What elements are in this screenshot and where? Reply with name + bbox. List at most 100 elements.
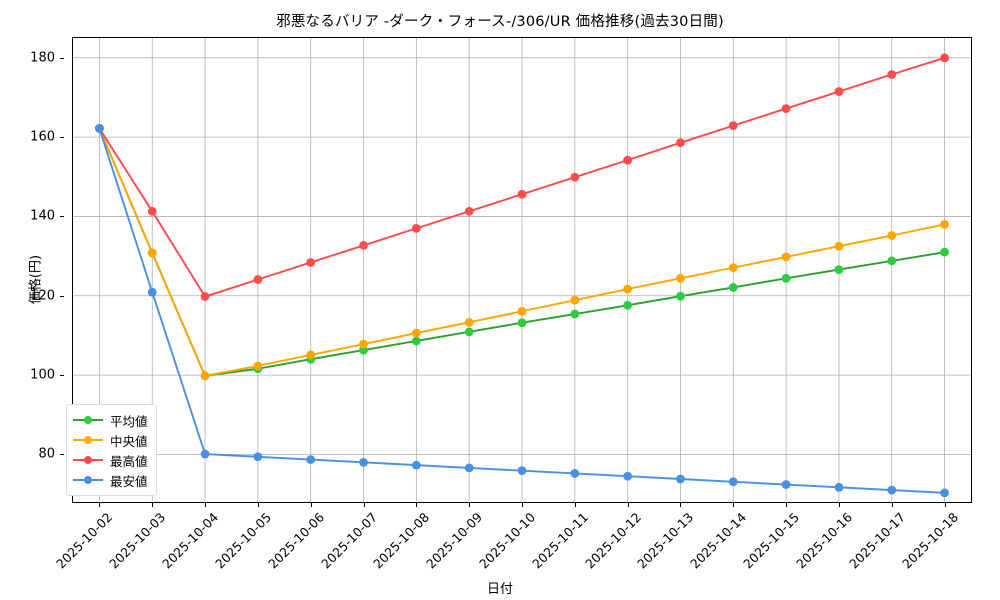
data-point (517, 189, 527, 199)
data-point (306, 258, 316, 267)
data-point (887, 231, 897, 240)
data-point (570, 172, 580, 182)
x-tick-mark (310, 503, 312, 507)
data-point (676, 474, 685, 484)
data-point (728, 283, 738, 292)
data-point (517, 318, 527, 328)
y-tick-mark (60, 454, 64, 456)
data-point (834, 241, 844, 251)
x-axis-label: 日付 (486, 582, 513, 597)
data-point (570, 295, 580, 305)
data-point (359, 457, 368, 467)
data-point (623, 471, 633, 481)
x-tick-label: 2025-10-03 (106, 509, 169, 572)
x-tick-mark (944, 503, 946, 507)
x-tick-mark (363, 503, 365, 507)
data-point (200, 371, 210, 381)
legend-swatch-icon (73, 413, 103, 427)
data-point (781, 252, 791, 262)
y-tick-mark (60, 295, 64, 297)
x-axis: 2025-10-02 2025-10-03 2025-10-04 2025-10-05… (54, 503, 972, 572)
data-point (253, 275, 263, 284)
x-tick-label: 2025-10-14 (687, 509, 750, 572)
data-point (253, 452, 263, 462)
data-point (623, 155, 633, 165)
data-point (147, 248, 157, 258)
data-point (464, 317, 474, 327)
x-tick-mark (522, 503, 523, 507)
legend-swatch-icon (73, 473, 103, 487)
x-tick-mark (891, 503, 893, 507)
data-point (676, 273, 685, 283)
x-tick-mark (627, 503, 629, 507)
x-tick-mark (152, 503, 154, 507)
y-tick-label: 80 (38, 446, 55, 462)
x-tick-label: 2025-10-04 (159, 509, 222, 572)
y-axis: 80 100 120 140 160 180 (0, 37, 64, 503)
data-point (887, 485, 897, 495)
data-point (359, 339, 368, 349)
legend-label: 平均値 (110, 413, 148, 429)
legend-label: 中央値 (110, 433, 148, 449)
data-point (623, 284, 633, 294)
data-point (411, 460, 421, 470)
legend-item[interactable]: 最安値 (73, 470, 148, 490)
data-point (623, 300, 633, 310)
y-tick-label: 160 (30, 129, 55, 145)
series-canvas (73, 38, 971, 502)
legend-item[interactable]: 最高値 (73, 450, 148, 470)
data-point (200, 292, 210, 301)
legend-label: 最高値 (110, 453, 148, 469)
x-tick-label: 2025-10-16 (793, 509, 856, 572)
data-point (940, 53, 949, 63)
data-point (147, 206, 157, 216)
y-tick-mark (60, 57, 64, 59)
data-point (834, 482, 844, 492)
x-tick-mark (205, 503, 207, 507)
data-point (728, 263, 738, 273)
legend-item[interactable]: 中央値 (73, 430, 148, 450)
x-tick-mark (99, 503, 101, 507)
y-tick-label: 120 (30, 288, 55, 304)
data-point (517, 466, 527, 476)
data-point (676, 138, 685, 148)
data-point (940, 219, 949, 229)
x-tick-mark (416, 503, 418, 507)
data-point (781, 104, 791, 113)
legend-label: 最安値 (110, 473, 148, 489)
data-point (411, 336, 421, 346)
data-point (940, 247, 949, 257)
x-tick-label: 2025-10-02 (53, 509, 116, 572)
y-tick-label: 180 (30, 50, 55, 66)
data-point (464, 327, 474, 337)
x-tick-mark (680, 503, 682, 507)
chart-title: 邪悪なるバリア -ダーク・フォース-/306/UR 価格推移(過去30日間) (276, 14, 724, 30)
y-tick-mark (60, 375, 64, 377)
data-point (728, 121, 738, 131)
x-tick-mark (733, 503, 735, 507)
data-point (306, 455, 316, 464)
plot-area (72, 37, 972, 503)
x-tick-mark (838, 503, 840, 507)
data-point (728, 477, 738, 487)
data-point (570, 309, 580, 319)
y-tick-mark (60, 216, 64, 218)
legend-swatch-icon (73, 433, 103, 447)
y-tick-mark (60, 137, 64, 139)
data-point (940, 488, 949, 498)
data-point (200, 449, 210, 459)
data-point (517, 306, 527, 316)
data-point (411, 223, 421, 233)
x-tick-mark (469, 503, 471, 507)
data-point (359, 241, 368, 250)
data-point (570, 469, 580, 478)
data-point (95, 124, 104, 133)
legend-swatch-icon (73, 453, 103, 467)
y-axis-label: 価格(円) (28, 254, 44, 305)
data-point (464, 463, 474, 473)
legend-item[interactable]: 平均値 (73, 410, 148, 430)
data-point (834, 87, 844, 96)
data-point (411, 328, 421, 338)
y-tick-label: 140 (30, 208, 55, 224)
